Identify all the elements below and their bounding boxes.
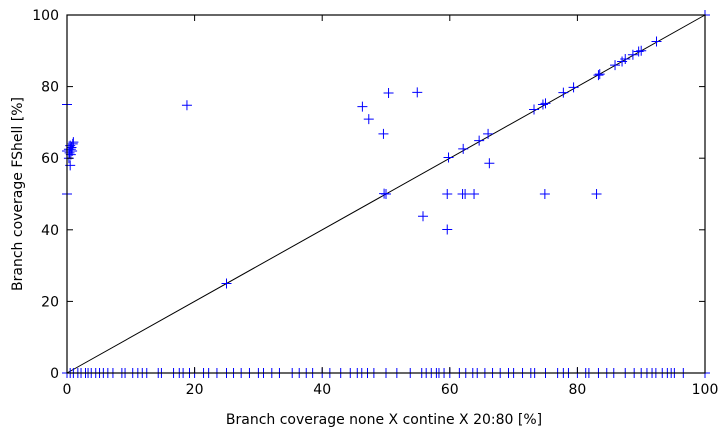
data-point [620,54,631,65]
y-tick-label: 100 [32,8,59,24]
data-point [469,189,480,199]
data-point [483,128,494,139]
data-point [443,152,454,163]
x-axis: 0 20 40 60 80 100 [63,15,719,398]
data-point [636,45,647,56]
y-tick-label: 60 [41,151,59,167]
x-tick-label: 20 [186,382,204,398]
data-point [383,88,394,99]
data-point [539,189,550,199]
data-point [458,143,469,154]
y-tick-label: 80 [41,80,59,96]
plot-area [62,10,710,378]
data-point [627,49,638,60]
data-point [610,60,621,71]
data-point [357,101,368,112]
data-point [558,87,569,98]
data-point [568,82,579,93]
data-point [378,128,389,139]
data-point [379,188,390,199]
data-point [593,70,604,81]
x-axis-title: Branch coverage none X contine X 20:80 [… [226,412,542,428]
plot-frame [66,14,706,374]
data-point [442,224,453,235]
data-point [540,98,551,109]
y-axis-title: Branch coverage FShell [%] [10,97,26,291]
data-point [633,46,644,57]
data-point [67,138,78,149]
data-point [594,69,605,80]
x-tick-label: 60 [441,382,459,398]
data-point [474,135,485,146]
x-tick-label: 100 [692,382,719,398]
data-point [363,114,374,125]
y-tick-label: 20 [41,294,59,310]
data-point [529,104,540,115]
y-tick-label: 40 [41,223,59,239]
data-point [442,189,453,199]
data-point [181,100,192,111]
data-point [68,137,79,148]
x-tick-label: 40 [313,382,331,398]
data-point [418,211,429,222]
data-point [221,278,232,289]
data-point [63,144,74,155]
data-point [537,99,548,110]
data-point [484,158,495,169]
data-point [460,189,471,199]
y-tick-label: 0 [50,366,59,382]
data-point [651,36,662,47]
x-tick-label: 0 [63,382,72,398]
data-points [62,10,710,378]
y-axis: 0 20 40 60 80 100 [32,8,705,382]
x-tick-label: 80 [568,382,586,398]
data-point [591,189,602,199]
data-point [412,87,423,98]
